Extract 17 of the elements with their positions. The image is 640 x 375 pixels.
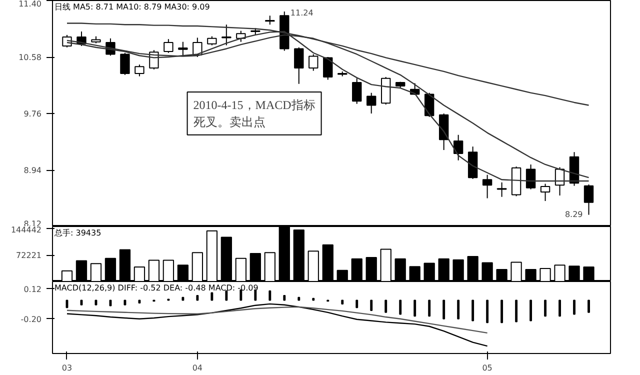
annotation: 11.24	[290, 8, 314, 18]
chart-title: MACD(12,26,9) DIFF: -0.52 DEA: -0.48 MACD: -0.09	[54, 284, 258, 292]
y-tick-label: 10.58	[18, 53, 42, 62]
y-tick-label: 144442	[10, 226, 42, 234]
x-tick-label: 05	[482, 364, 492, 372]
chart-title: 日线 MA5: 8.71 MA10: 8.79 MA30: 9.09	[54, 2, 210, 12]
y-tick-label: -0.20	[20, 314, 42, 324]
y-tick-label: 11.40	[18, 0, 42, 8]
chart-title: 总手: 39435	[54, 228, 102, 238]
y-tick-label: 72221	[16, 251, 42, 260]
annotation: 2010-4-15，MACD指标死叉。卖出点	[193, 98, 316, 129]
x-tick-label: 04	[192, 364, 203, 372]
y-tick-label: 0.12	[24, 284, 42, 294]
y-tick-label: 9.76	[24, 110, 42, 118]
annotation: 8.29	[564, 210, 583, 219]
x-tick-label: 03	[62, 364, 72, 372]
y-tick-label: 8.94	[24, 166, 42, 175]
